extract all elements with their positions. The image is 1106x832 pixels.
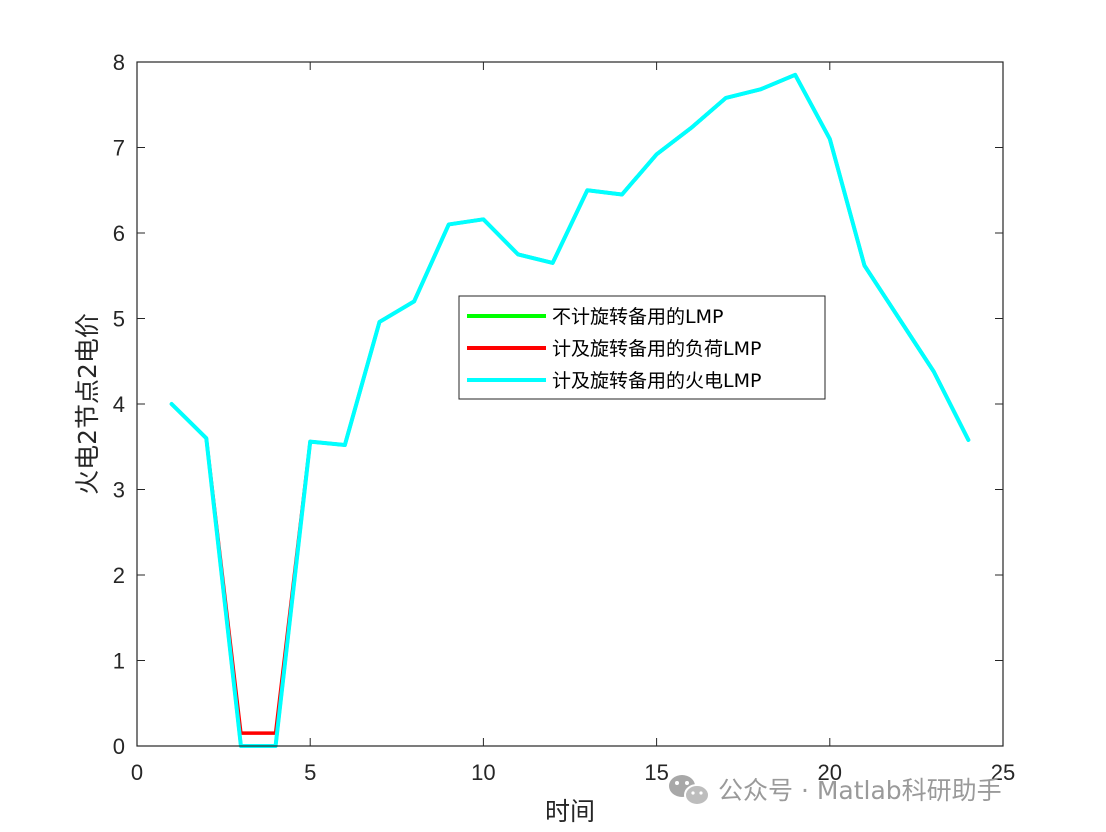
tick-labels: 0 5 10 15 20 25 0 1 2 3 4 5 6 7 8 bbox=[113, 50, 1015, 785]
series-layer bbox=[169, 72, 971, 748]
watermark-text: 公众号 · Matlab科研助手 bbox=[718, 776, 1002, 805]
y-tick-label: 6 bbox=[113, 221, 125, 246]
legend-label-3: 计及旋转备用的火电LMP bbox=[552, 370, 761, 392]
plot-frame bbox=[136, 61, 1004, 747]
legend-label-1: 不计旋转备用的LMP bbox=[552, 306, 723, 328]
y-tick-label: 1 bbox=[113, 649, 125, 674]
y-tick-label: 2 bbox=[113, 563, 125, 588]
x-tick-label: 0 bbox=[131, 760, 143, 785]
y-tick-label: 4 bbox=[113, 392, 125, 417]
wechat-icon bbox=[669, 775, 710, 806]
x-tick-label: 10 bbox=[471, 760, 495, 785]
y-tick-label: 7 bbox=[113, 136, 125, 161]
x-tick-label: 20 bbox=[818, 760, 842, 785]
plot-area bbox=[137, 62, 1003, 746]
y-tick-label: 8 bbox=[113, 50, 125, 75]
legend-label-2: 计及旋转备用的负荷LMP bbox=[552, 338, 761, 360]
x-tick-label: 25 bbox=[991, 760, 1015, 785]
x-tick-label: 15 bbox=[644, 760, 668, 785]
series-line-3 bbox=[169, 72, 971, 748]
x-tick-label: 5 bbox=[304, 760, 316, 785]
watermark: 公众号 · Matlab科研助手 bbox=[669, 775, 1002, 806]
y-tick-label: 3 bbox=[113, 478, 125, 503]
legend: 不计旋转备用的LMP 计及旋转备用的负荷LMP 计及旋转备用的火电LMP bbox=[458, 295, 826, 400]
y-tick-label: 5 bbox=[113, 307, 125, 332]
y-axis-label: 火电2节点2电价 bbox=[73, 313, 102, 495]
x-axis-label: 时间 bbox=[545, 797, 595, 826]
y-tick-label: 0 bbox=[113, 734, 125, 759]
